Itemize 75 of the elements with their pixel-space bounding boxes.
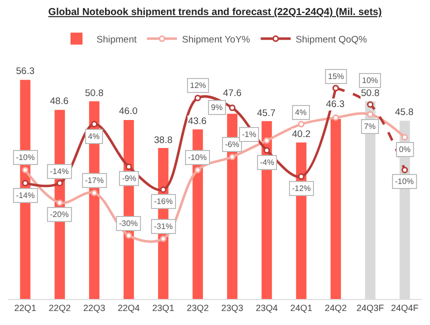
- point: [22, 180, 28, 186]
- data-label: -16%: [154, 197, 173, 206]
- data-label: -14%: [16, 191, 35, 200]
- data-label: 9%: [211, 103, 223, 112]
- data-label: -9%: [122, 174, 136, 183]
- data-label: 56.3: [16, 66, 34, 77]
- x-tick-label: 22Q4: [118, 302, 140, 313]
- x-tick-label: 23Q1: [152, 302, 174, 313]
- data-label: -14%: [50, 167, 69, 176]
- data-label: 15%: [328, 72, 344, 81]
- data-label: -1%: [242, 130, 256, 139]
- legend-label: Shipment YoY%: [182, 34, 251, 46]
- data-label: 50.8: [361, 88, 380, 99]
- x-tick-label: 22Q3: [83, 302, 106, 313]
- point: [402, 134, 408, 140]
- x-tick-label: 24Q4F: [390, 302, 420, 313]
- data-label: -20%: [50, 210, 69, 219]
- data-label: 43.6: [188, 116, 206, 127]
- data-label: 12%: [190, 81, 206, 90]
- point: [367, 111, 374, 118]
- data-label: 50.8: [85, 88, 104, 99]
- point: [56, 180, 63, 186]
- x-tick-label: 24Q3F: [356, 302, 385, 313]
- point: [160, 236, 166, 242]
- point: [229, 154, 236, 160]
- x-tick-label: 24Q1: [290, 302, 312, 313]
- x-tick-label: 23Q4: [256, 302, 278, 313]
- data-label: -4%: [260, 158, 274, 167]
- point: [160, 186, 166, 193]
- point: [91, 190, 98, 196]
- data-label: -10%: [188, 153, 207, 162]
- data-label: -10%: [16, 153, 35, 162]
- point: [298, 173, 304, 180]
- data-label: 4%: [88, 132, 100, 141]
- x-tick-label: 23Q3: [221, 302, 244, 313]
- point: [229, 104, 236, 112]
- data-label: 45.8: [395, 107, 414, 118]
- data-label: 7%: [364, 122, 376, 131]
- legend-label: Shipment QoQ%: [296, 34, 368, 46]
- data-label: 4%: [295, 108, 307, 117]
- data-label: 46.3: [326, 99, 344, 110]
- point: [126, 163, 132, 170]
- x-tick-label: 22Q1: [14, 302, 36, 313]
- data-label: 47.6: [223, 88, 242, 99]
- point: [126, 232, 132, 239]
- data-label: -17%: [85, 176, 104, 185]
- data-label: -6%: [225, 140, 240, 149]
- point: [91, 120, 98, 128]
- chart-title: Global Notebook shipment trends and forecast (22Q1-24Q4) (Mil. sets): [48, 7, 382, 18]
- data-label: 45.7: [257, 108, 276, 119]
- x-tick-label: 22Q2: [48, 302, 71, 313]
- bar: [330, 118, 341, 299]
- point: [56, 199, 63, 206]
- data-label: -12%: [292, 184, 311, 193]
- point: [298, 120, 304, 128]
- data-label: 46.0: [119, 106, 138, 117]
- point: [194, 94, 201, 102]
- legend-label: Shipment: [96, 34, 137, 46]
- x-tick-label: 24Q2: [324, 302, 347, 313]
- point: [332, 114, 339, 121]
- x-tick-label: 23Q2: [186, 302, 209, 313]
- point: [402, 166, 408, 174]
- data-label: 10%: [362, 76, 378, 85]
- point: [264, 147, 270, 154]
- data-label: -31%: [154, 222, 173, 231]
- point: [194, 166, 201, 174]
- data-label: 0%: [399, 145, 411, 154]
- point: [22, 166, 28, 174]
- data-label: -10%: [395, 177, 414, 186]
- data-label: 48.6: [50, 96, 68, 107]
- data-label: 40.2: [292, 129, 310, 140]
- data-label: 38.8: [154, 135, 172, 146]
- data-label: -30%: [119, 219, 138, 228]
- point: [367, 101, 374, 108]
- point: [264, 137, 270, 144]
